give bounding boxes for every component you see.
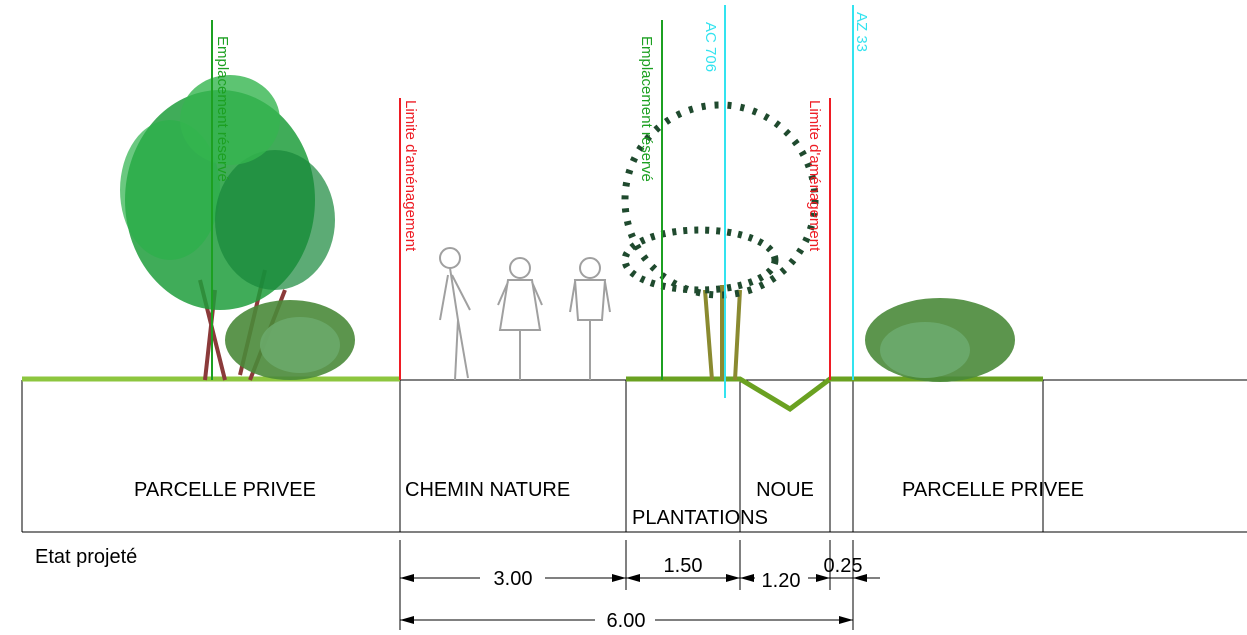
dimension-labels: 3.00 1.50 1.20 0.25 6.00 — [494, 555, 863, 632]
dimension-label: 0.25 — [824, 555, 863, 577]
caption: Etat projeté — [35, 546, 137, 568]
dimension-label: 6.00 — [607, 610, 646, 630]
section-label: NOUE — [756, 479, 814, 501]
shrub — [865, 298, 1015, 382]
reference-label: AZ 33 — [853, 12, 870, 52]
reference-label: Limite d'aménagement — [806, 100, 823, 252]
section-labels: PARCELLE PRIVEE CHEMIN NATURE PLANTATION… — [35, 479, 1084, 568]
section-label: PLANTATIONS — [632, 507, 768, 529]
terrain — [22, 376, 1043, 413]
reference-lines — [211, 5, 854, 398]
dimension-lines — [399, 540, 880, 630]
section-label: CHEMIN NATURE — [405, 479, 570, 501]
dimension-label: 1.20 — [762, 570, 801, 592]
section-label: PARCELLE PRIVEE — [134, 479, 316, 501]
reference-label: Emplacement réservé — [214, 36, 231, 182]
vertical-labels: Emplacement réservé Limite d'aménagement… — [214, 12, 870, 252]
reference-label: Emplacement réservé — [638, 36, 655, 182]
reference-label: Limite d'aménagement — [402, 100, 419, 252]
tree — [120, 75, 355, 381]
people — [439, 247, 611, 381]
dimension-label: 3.00 — [494, 568, 533, 590]
dimension-label: 1.50 — [664, 555, 703, 577]
tree — [621, 101, 819, 381]
section-label: PARCELLE PRIVEE — [902, 479, 1084, 501]
reference-label: AC 706 — [702, 22, 719, 72]
